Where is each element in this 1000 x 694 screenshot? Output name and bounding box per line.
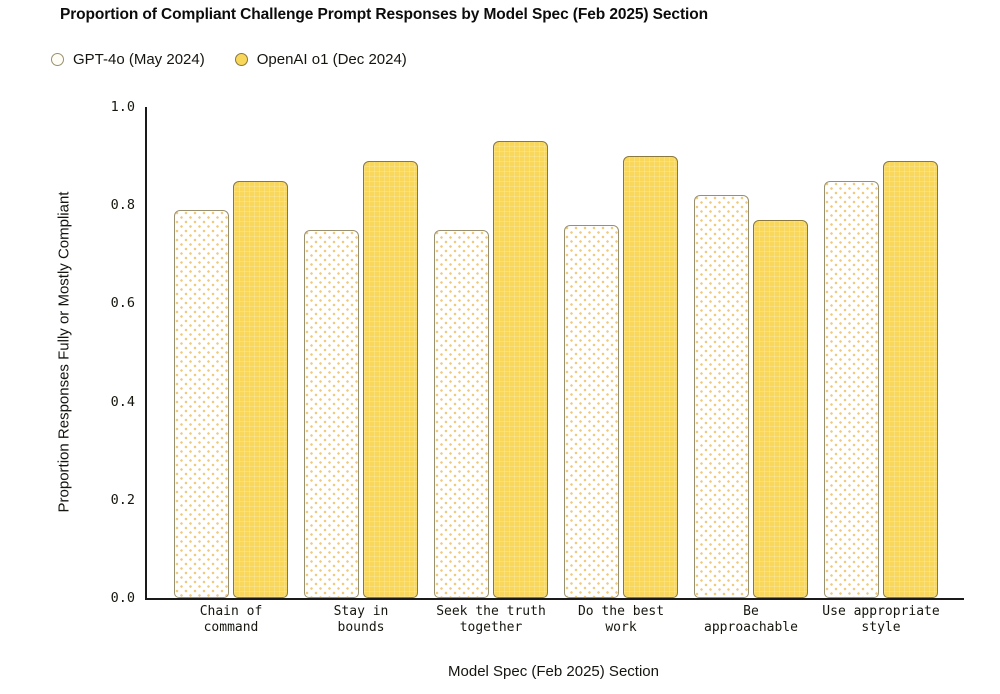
y-tick-0.4: 0.4 xyxy=(110,393,135,410)
bar-openai-o1-dec-2024-stay-in-bounds xyxy=(363,161,418,598)
bar-gpt-4o-may-2024-seek-the-truth-together xyxy=(434,229,489,598)
x-tick-use-appropriate-style: Use appropriate style xyxy=(822,604,940,635)
legend-item-gpt4o: GPT-4o (May 2024) xyxy=(51,51,205,68)
bar-gpt-4o-may-2024-do-the-best-work xyxy=(564,224,619,598)
y-tick-0.8: 0.8 xyxy=(110,197,135,214)
y-tick-0.0: 0.0 xyxy=(110,590,135,606)
legend-item-o1: OpenAI o1 (Dec 2024) xyxy=(234,51,407,68)
bar-group-be-approachable xyxy=(694,107,808,598)
x-tick-seek-the-truth-together: Seek the truth together xyxy=(436,604,546,635)
legend-label-gpt4o: GPT-4o (May 2024) xyxy=(73,51,205,68)
bar-group-use-appropriate-style xyxy=(824,107,938,598)
y-tick-1.0: 1.0 xyxy=(110,99,135,115)
bar-group-chain-of-command xyxy=(174,107,288,598)
bar-openai-o1-dec-2024-do-the-best-work xyxy=(623,156,678,598)
bar-openai-o1-dec-2024-be-approachable xyxy=(753,219,808,598)
bar-gpt-4o-may-2024-chain-of-command xyxy=(174,210,229,598)
bar-group-seek-the-truth-together xyxy=(434,107,548,598)
legend: GPT-4o (May 2024) OpenAI o1 (Dec 2024) xyxy=(51,51,407,68)
x-axis-title: Model Spec (Feb 2025) Section xyxy=(448,663,659,680)
bar-gpt-4o-may-2024-be-approachable xyxy=(694,195,749,598)
x-tick-chain-of-command: Chain of command xyxy=(199,604,263,635)
bar-openai-o1-dec-2024-seek-the-truth-together xyxy=(493,141,548,598)
bar-gpt-4o-may-2024-stay-in-bounds xyxy=(304,229,359,598)
y-axis-title: Proportion Responses Fully or Mostly Com… xyxy=(55,191,73,513)
chart-title: Proportion of Compliant Challenge Prompt… xyxy=(60,6,708,23)
bar-group-stay-in-bounds xyxy=(304,107,418,598)
legend-label-o1: OpenAI o1 (Dec 2024) xyxy=(256,51,407,68)
y-tick-0.2: 0.2 xyxy=(110,491,135,508)
bar-group-do-the-best-work xyxy=(564,107,678,598)
x-tick-do-the-best-work: Do the best work xyxy=(577,604,665,635)
bar-openai-o1-dec-2024-chain-of-command xyxy=(233,180,288,598)
legend-swatch-dotted-icon xyxy=(51,53,64,66)
y-tick-0.6: 0.6 xyxy=(110,295,135,312)
bar-gpt-4o-may-2024-use-appropriate-style xyxy=(824,180,879,598)
plot-area: 0.0 0.2 0.4 0.6 0.8 1.0 Chain of command Stay i… xyxy=(111,99,964,635)
bar-openai-o1-dec-2024-use-appropriate-style xyxy=(883,161,938,598)
legend-swatch-solid-icon xyxy=(234,53,248,66)
x-tick-stay-in-bounds: Stay in bounds xyxy=(333,604,389,635)
x-tick-be-approachable: Be approachable xyxy=(704,604,798,635)
